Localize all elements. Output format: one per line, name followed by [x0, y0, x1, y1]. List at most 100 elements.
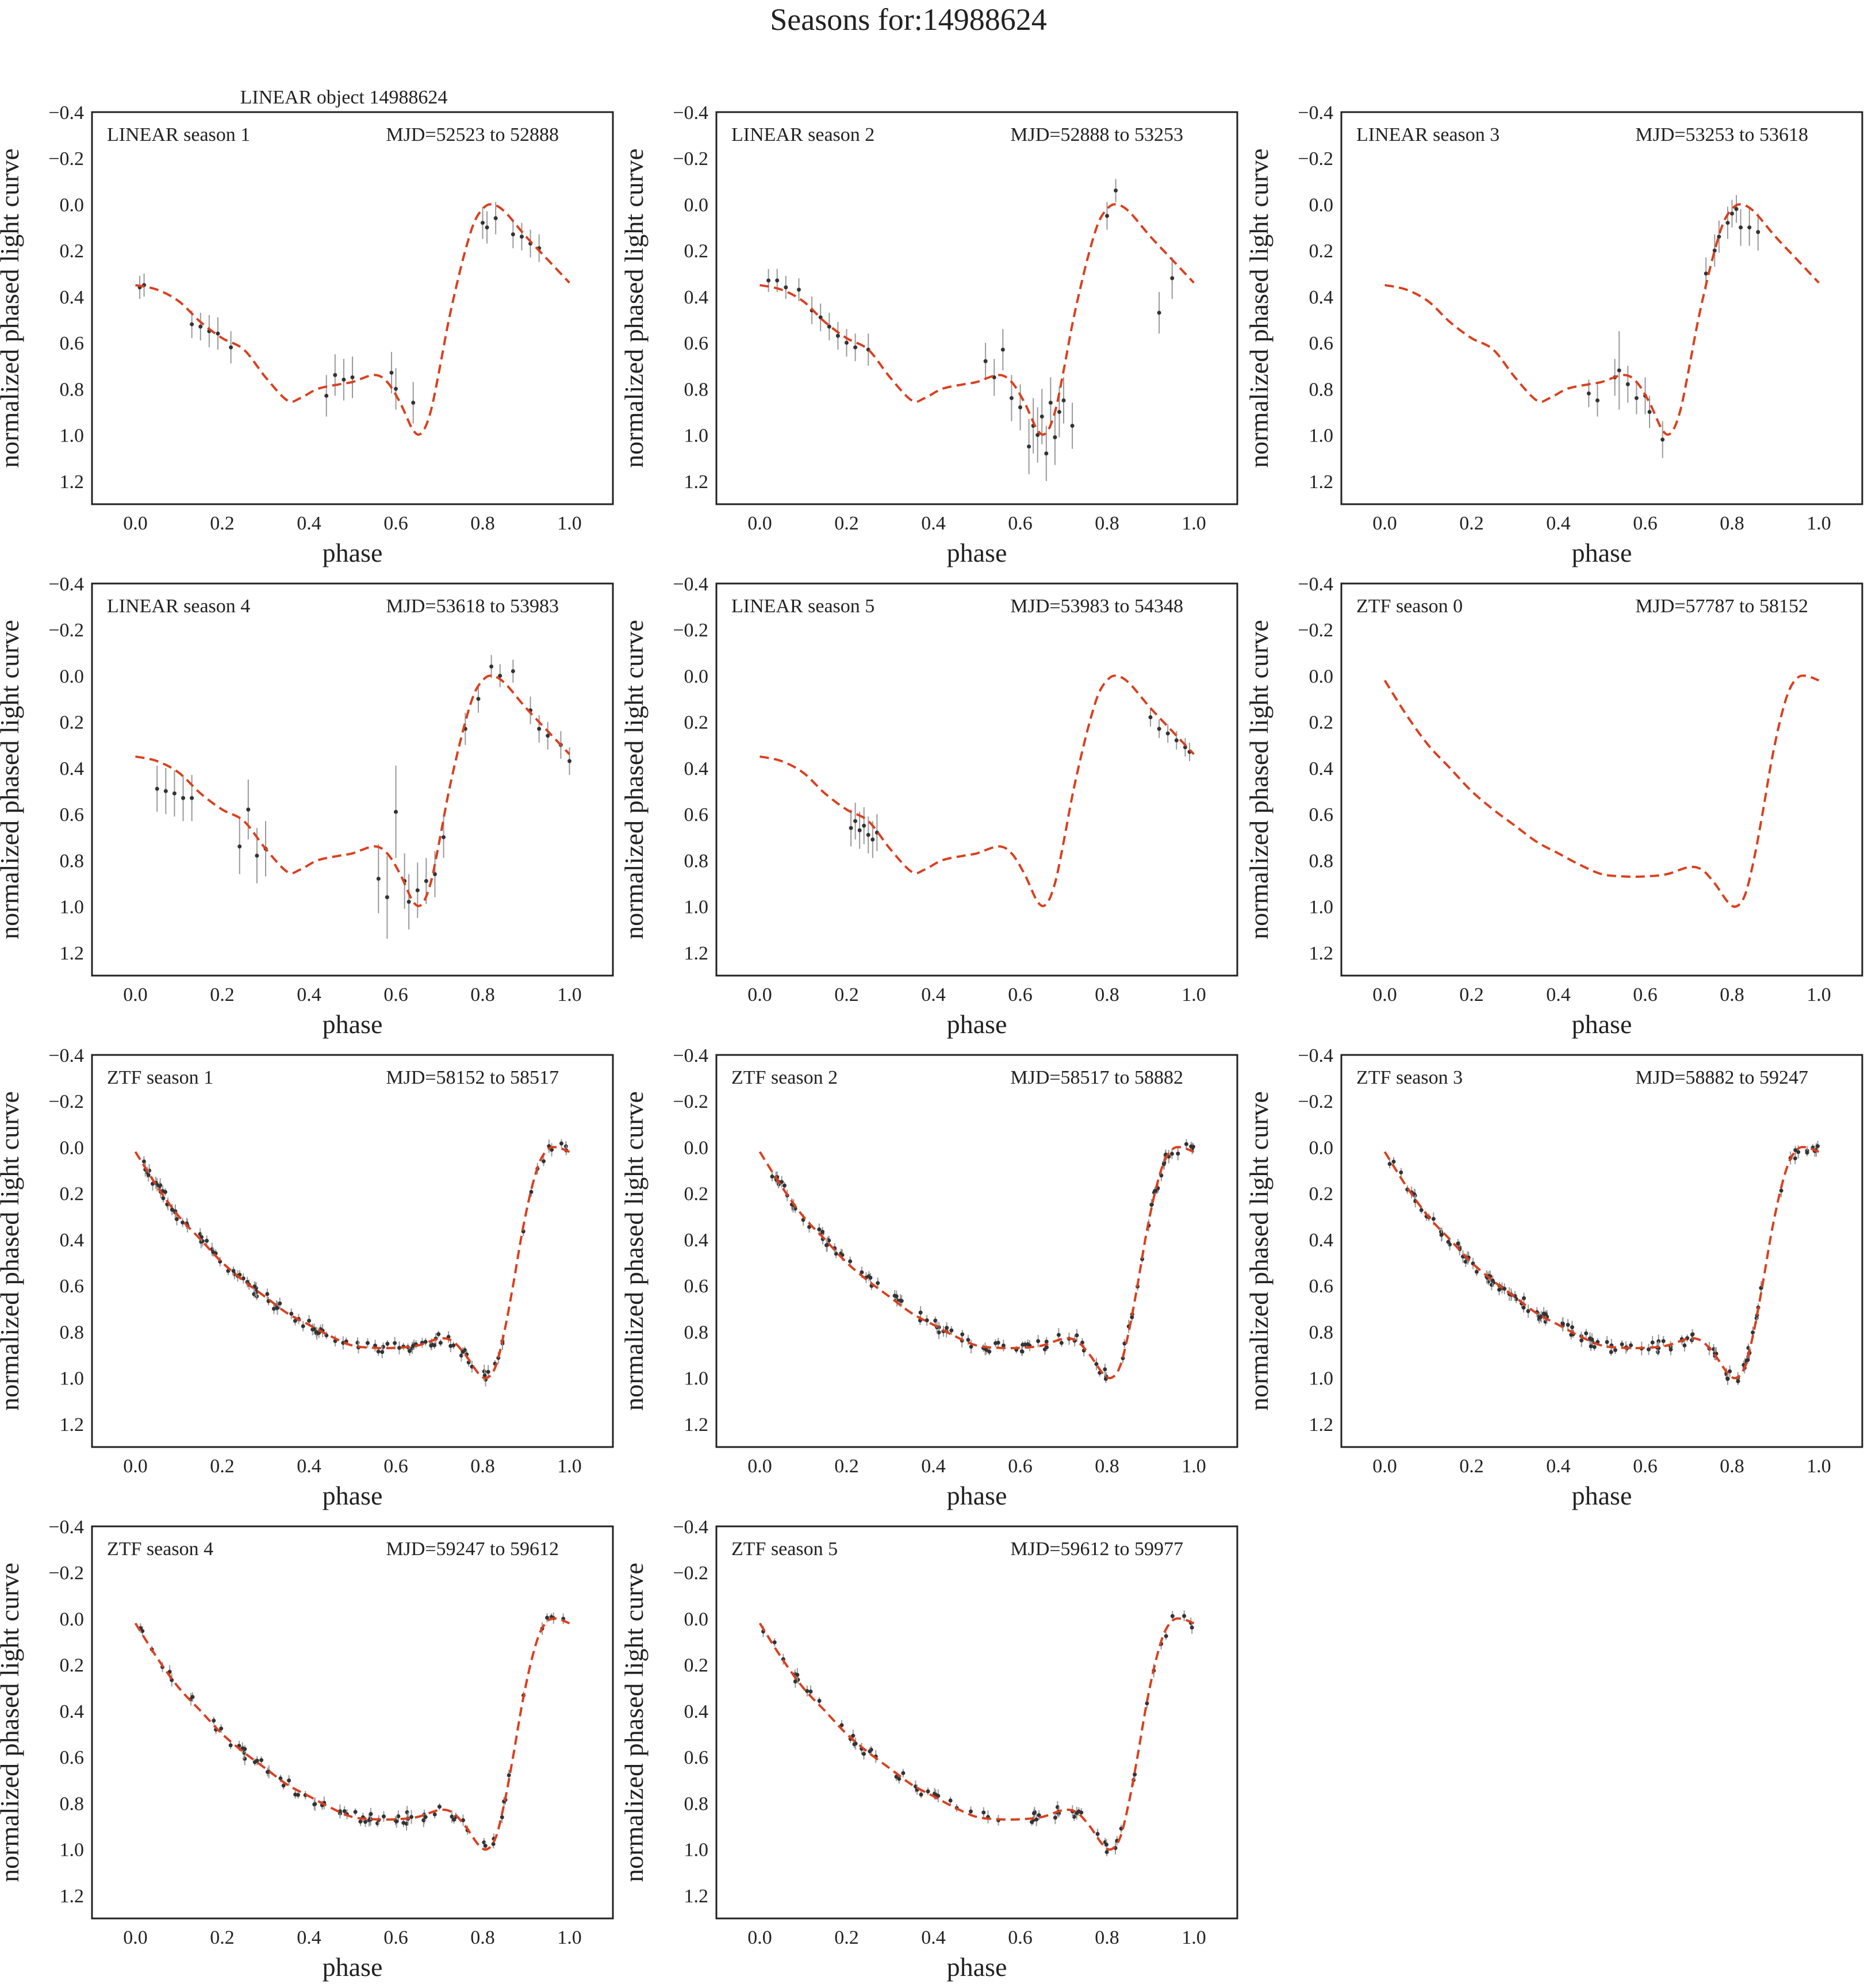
- x-tick-label: 0.0: [1372, 984, 1397, 1005]
- x-tick-label: 1.0: [557, 984, 582, 1005]
- data-point: [899, 1299, 904, 1303]
- y-tick-label: 1.2: [684, 943, 709, 964]
- y-tick-label: 1.2: [684, 1886, 709, 1907]
- data-point: [851, 1733, 856, 1738]
- data-point: [870, 837, 875, 842]
- data-point: [1044, 1340, 1049, 1344]
- data-point: [1104, 1850, 1109, 1855]
- x-tick-label: 0.2: [210, 513, 235, 534]
- data-point: [542, 1159, 546, 1164]
- data-point: [853, 345, 858, 350]
- data-point: [1133, 1772, 1137, 1777]
- season-label: ZTF season 5: [731, 1538, 838, 1560]
- mjd-range-label: MJD=58152 to 58517: [386, 1067, 559, 1088]
- data-point: [1629, 1343, 1633, 1348]
- y-tick-label: 0.6: [684, 804, 709, 826]
- data-point: [342, 1809, 347, 1813]
- x-tick-label: 0.8: [470, 1456, 495, 1477]
- y-tick-label: 1.0: [1309, 897, 1334, 918]
- data-point: [342, 377, 346, 382]
- plot-frame: [1340, 582, 1863, 977]
- x-tick-label: 0.0: [747, 513, 772, 534]
- data-point: [481, 221, 485, 225]
- x-tick-label: 0.0: [123, 1927, 148, 1948]
- y-tick-label: −0.2: [673, 620, 708, 641]
- y-axis-label: normalized phased light curve: [0, 148, 24, 468]
- data-point: [1668, 1347, 1673, 1352]
- data-point: [212, 1718, 216, 1723]
- plot-frame: [715, 111, 1238, 505]
- y-tick-label: 0.2: [1309, 1184, 1334, 1205]
- data-point: [376, 877, 381, 881]
- data-point: [158, 1184, 162, 1188]
- data-point: [1751, 1330, 1755, 1335]
- data-point: [1609, 1350, 1613, 1354]
- x-tick-label: 0.8: [470, 513, 495, 534]
- y-tick-label: 0.0: [684, 194, 709, 216]
- y-tick-label: 0.2: [1309, 712, 1334, 734]
- data-point: [937, 1330, 941, 1335]
- data-point: [1446, 1239, 1451, 1244]
- season-label: ZTF season 0: [1356, 596, 1463, 617]
- data-point: [1079, 1810, 1084, 1815]
- data-point: [394, 1819, 399, 1824]
- data-point: [567, 759, 571, 763]
- data-point: [205, 1238, 209, 1243]
- data-point: [393, 1341, 397, 1345]
- y-tick-label: 0.6: [684, 333, 709, 354]
- x-tick-label: 1.0: [1806, 984, 1831, 1005]
- data-point: [901, 1771, 906, 1775]
- data-point: [546, 734, 550, 738]
- data-point: [216, 331, 220, 336]
- data-point: [350, 375, 355, 379]
- y-tick-label: 0.6: [684, 1747, 709, 1768]
- y-tick-label: 1.0: [684, 1840, 709, 1861]
- y-tick-label: −0.2: [1298, 148, 1333, 170]
- y-axis-label: normalized phased light curve: [0, 1091, 24, 1411]
- y-tick-label: 0.8: [60, 850, 85, 872]
- data-point: [353, 1810, 358, 1814]
- x-tick-label: 0.0: [1372, 1456, 1397, 1477]
- data-point: [1176, 1152, 1180, 1156]
- y-tick-label: 1.0: [60, 425, 85, 447]
- data-point: [369, 1812, 373, 1816]
- data-point: [1035, 433, 1040, 437]
- data-point: [181, 796, 186, 800]
- data-point: [442, 835, 446, 839]
- figure-suptitle: Seasons for:14988624: [770, 2, 1046, 37]
- y-tick-label: 0.6: [684, 1276, 709, 1297]
- x-axis-label: phase: [947, 1952, 1007, 1982]
- data-point: [936, 1794, 941, 1798]
- data-point: [1056, 1333, 1061, 1337]
- x-tick-label: 0.0: [123, 1456, 148, 1477]
- plot-frame: [91, 1054, 614, 1448]
- panel-grid: 0.0 0.2 0.4 0.6 0.8 1.0 −0.4 −0.2 0.0 0.2 0.4 0.6 0.…: [0, 102, 1863, 1982]
- data-point: [1439, 1233, 1444, 1237]
- data-point: [486, 1369, 490, 1374]
- data-point: [436, 1332, 441, 1337]
- x-tick-label: 1.0: [1806, 1456, 1831, 1477]
- data-point: [1734, 206, 1739, 211]
- data-point: [255, 853, 259, 858]
- y-tick-label: 1.0: [60, 1840, 85, 1861]
- y-axis-label: normalized phased light curve: [0, 620, 24, 939]
- y-tick-label: 0.6: [1309, 1276, 1334, 1297]
- y-tick-label: 0.0: [1309, 194, 1334, 216]
- y-tick-label: 1.2: [684, 471, 709, 493]
- x-tick-label: 0.4: [1546, 984, 1571, 1005]
- data-point: [894, 1774, 899, 1779]
- x-tick-label: 0.4: [1546, 1456, 1571, 1477]
- x-axis-label: phase: [323, 1481, 383, 1510]
- data-point: [919, 1792, 923, 1797]
- data-point: [438, 1341, 443, 1345]
- y-tick-label: 0.4: [60, 287, 85, 308]
- data-point: [161, 1196, 166, 1200]
- y-tick-label: 0.2: [684, 1184, 709, 1205]
- data-point: [1634, 396, 1639, 400]
- data-point: [933, 1318, 938, 1323]
- data-point: [1027, 444, 1031, 449]
- data-point: [255, 1759, 259, 1763]
- data-point: [1009, 396, 1014, 400]
- light-curve-panel: 0.0 0.2 0.4 0.6 0.8 1.0 −0.4 −0.2 0.0 0.2 0.4 0.6 0.…: [619, 574, 1238, 1039]
- plot-frame: [1340, 1054, 1863, 1448]
